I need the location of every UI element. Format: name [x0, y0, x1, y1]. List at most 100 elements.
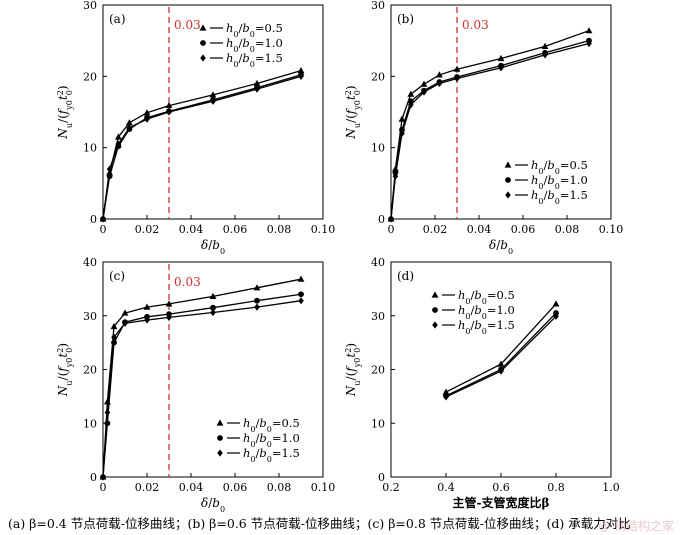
series-triangle	[442, 300, 560, 395]
data-point	[498, 367, 504, 375]
series-diamond	[100, 297, 304, 481]
data-point	[497, 54, 505, 62]
data-point	[165, 101, 173, 109]
y-axis-label: Nu/(fy0t02)	[344, 343, 362, 397]
data-point	[552, 300, 560, 307]
data-point	[407, 90, 415, 97]
data-point	[110, 322, 118, 330]
y-tick-label: 30	[83, 0, 97, 12]
y-tick-label: 40	[371, 256, 385, 269]
x-tick-label: 0.06	[223, 481, 248, 494]
x-tick-label: 0	[100, 223, 107, 236]
x-tick-label: 0.08	[555, 223, 580, 236]
data-point	[100, 215, 106, 223]
data-point	[210, 97, 216, 105]
data-point	[254, 85, 260, 93]
legend: h0/b0=0.5h0/b0=1.0h0/b0=1.5	[199, 21, 283, 69]
series-diamond	[443, 312, 559, 401]
data-point	[144, 115, 150, 123]
legend-marker	[217, 449, 223, 457]
y-tick-label: 10	[83, 417, 97, 430]
x-tick-label: 0.02	[135, 481, 160, 494]
legend-label: h0/b0=0.5	[458, 288, 515, 306]
x-tick-label: 0.10	[311, 223, 336, 236]
chart-panel-1: 0 0.02 0.04 0.06 0.08 0.10 0 10 20 30 (a) δ/b0 Nu/(f…	[56, 0, 336, 256]
y-tick-label: 0	[90, 471, 97, 484]
x-tick-label: 0.10	[311, 481, 336, 494]
legend-marker	[505, 177, 511, 183]
plot-frame	[390, 4, 612, 220]
y-tick-label: 0	[378, 471, 385, 484]
reference-line-label: 0.03	[462, 18, 489, 32]
legend: h0/b0=0.5h0/b0=1.0h0/b0=1.5	[504, 158, 588, 206]
series-line	[390, 42, 590, 220]
data-point	[126, 124, 133, 132]
legend-marker	[200, 40, 206, 46]
y-tick-label: 10	[371, 417, 385, 430]
legend-label: h0/b0=1.0	[226, 36, 283, 54]
x-tick-label: 0.10	[599, 223, 624, 236]
data-point	[420, 80, 428, 87]
x-axis-label: δ/b0	[489, 238, 513, 256]
x-tick-label: 0.06	[511, 223, 536, 236]
panel-label: (b)	[397, 12, 414, 26]
data-point	[166, 108, 172, 116]
panel-label: (c)	[109, 269, 125, 283]
x-tick-label: 0.02	[135, 223, 160, 236]
y-axis-label: Nu/(fy0t02)	[56, 85, 74, 139]
legend-marker	[431, 291, 439, 298]
legend-label: h0/b0=1.5	[531, 188, 588, 206]
data-point	[298, 72, 304, 80]
x-tick-label: 0	[388, 223, 395, 236]
legend-label: h0/b0=0.5	[226, 21, 283, 39]
data-point	[585, 27, 593, 34]
data-point	[297, 275, 305, 282]
x-tick-label: 0.04	[179, 223, 204, 236]
y-tick-label: 30	[371, 310, 385, 323]
y-tick-label: 30	[83, 310, 97, 323]
data-point	[210, 308, 216, 317]
y-tick-label: 20	[371, 364, 385, 377]
legend-marker	[217, 435, 223, 441]
data-point	[121, 309, 129, 316]
data-point	[408, 101, 414, 109]
series-line	[102, 70, 302, 220]
data-point	[388, 215, 394, 223]
y-axis-label: Nu/(fy0t02)	[56, 343, 74, 397]
x-axis-label: 主管-支管宽度比β	[453, 495, 550, 510]
data-point	[392, 172, 399, 180]
y-tick-label: 40	[83, 256, 97, 269]
x-tick-label: 0.06	[223, 223, 248, 236]
x-tick-label: 0.8	[547, 481, 565, 494]
data-point	[144, 316, 150, 324]
plot-frame	[102, 4, 324, 220]
x-tick-label: 0.04	[467, 223, 492, 236]
data-point	[421, 88, 427, 96]
data-point	[443, 393, 449, 401]
x-axis-label: δ/b0	[201, 238, 225, 256]
data-point	[436, 79, 443, 88]
data-point	[497, 360, 505, 367]
data-point	[553, 312, 559, 320]
watermark: @ 钢结构之家	[598, 519, 674, 533]
x-tick-label: 0.2	[382, 481, 400, 494]
legend-label: h0/b0=1.0	[458, 303, 515, 321]
data-point	[122, 319, 128, 327]
legend-label: h0/b0=0.5	[531, 158, 588, 176]
reference-line-label: 0.03	[174, 18, 201, 32]
x-tick-label: 0	[100, 481, 107, 494]
legend-marker	[504, 161, 512, 168]
panel-label: (a)	[109, 12, 126, 26]
series-line	[390, 30, 590, 220]
data-point	[115, 133, 122, 140]
y-tick-label: 20	[371, 70, 385, 83]
legend-marker	[200, 54, 206, 62]
series-diamond	[388, 39, 592, 223]
data-point	[111, 333, 117, 341]
series-diamond	[100, 72, 304, 223]
data-point	[542, 51, 548, 59]
legend-label: h0/b0=1.0	[531, 173, 588, 191]
chart-panel-4: 0.2 0.4 0.6 0.8 1.0 0 10 20 30 40 (d) 主管-支管宽度比β Nu/(…	[344, 256, 620, 510]
panel-label: (d)	[397, 269, 414, 283]
